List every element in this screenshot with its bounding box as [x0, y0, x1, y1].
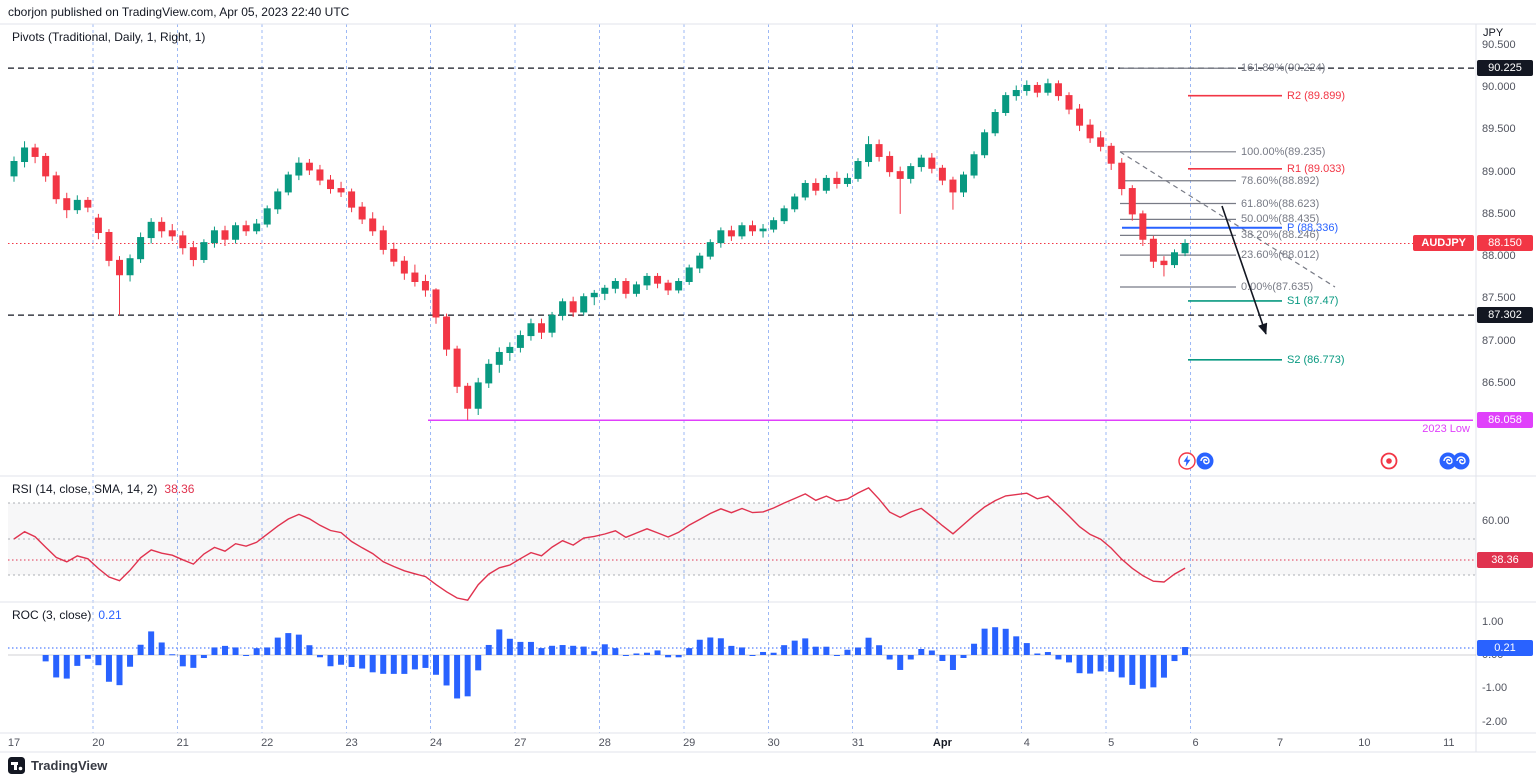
trend-arrow[interactable] [1221, 205, 1268, 335]
dashed-hlines[interactable] [8, 67, 1476, 316]
sticker-zap-icon[interactable] [1178, 452, 1196, 470]
publish-info: cborjon published on TradingView.com, Ap… [8, 5, 350, 19]
roc-pane[interactable] [8, 627, 1476, 699]
quote-currency-label: JPY [1483, 27, 1504, 39]
rsi-pane-legend[interactable]: RSI (14, close, SMA, 14, 2) 38.36 [12, 482, 194, 496]
roc-legend-value: 0.21 [98, 608, 122, 622]
tradingview-attribution[interactable]: TradingView [8, 757, 107, 774]
tradingview-watermark: TradingView [31, 758, 108, 773]
day-gridlines [92, 24, 1191, 733]
fib-retracement[interactable] [1119, 67, 1336, 288]
sticker-cyclone-icon[interactable] [1196, 452, 1214, 470]
price-axis[interactable] [1476, 24, 1536, 752]
roc-legend-title: ROC (3, close) [12, 608, 92, 622]
pivot-levels[interactable] [1122, 94, 1282, 361]
tradingview-logo-icon [8, 757, 25, 774]
sticker-cyclone-icon[interactable] [1439, 452, 1457, 470]
rsi-pane[interactable] [8, 487, 1476, 601]
pane-separators [0, 23, 1536, 753]
roc-pane-legend[interactable]: ROC (3, close) 0.21 [12, 608, 122, 622]
sticker-cyclone-icon[interactable] [1452, 452, 1470, 470]
rsi-legend-value: 38.36 [164, 482, 195, 496]
rsi-legend-title: RSI (14, close, SMA, 14, 2) [12, 482, 158, 496]
time-axis[interactable] [0, 733, 1476, 752]
candlestick-series[interactable] [10, 78, 1189, 421]
sticker-record-icon[interactable] [1380, 452, 1398, 470]
main-pane-legend[interactable]: Pivots (Traditional, Daily, 1, Right, 1) [12, 30, 206, 44]
